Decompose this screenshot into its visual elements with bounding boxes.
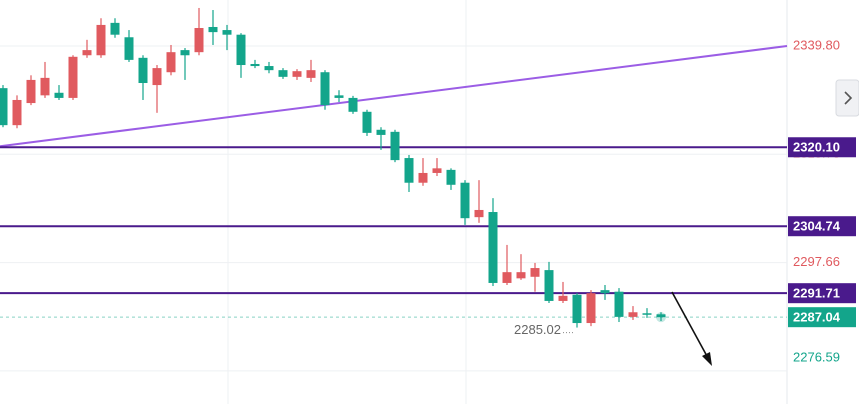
low-label: 2285.02 (514, 322, 561, 337)
trend-line (0, 45, 788, 148)
candle-body (628, 312, 638, 317)
candle-body (348, 97, 358, 112)
y-tick-label: 2297.66 (793, 254, 840, 269)
candle-body (502, 272, 512, 283)
arrow (671, 291, 712, 366)
candle-body (250, 63, 260, 67)
candle-body (642, 313, 652, 315)
candle-body (54, 92, 64, 98)
candle-body (40, 77, 50, 96)
y-tick-label: 2276.59 (793, 349, 840, 364)
candle-body (124, 37, 134, 60)
candle-body (166, 52, 176, 73)
candle-body (292, 71, 302, 77)
candle-body (390, 131, 400, 161)
collapse-button[interactable] (835, 79, 859, 117)
level-box (788, 137, 856, 158)
candle-body (488, 212, 498, 283)
candle-body (110, 22, 120, 35)
candle-body (432, 168, 442, 173)
candle-body (194, 28, 204, 53)
current-price-box (788, 307, 856, 328)
candle-body (530, 268, 540, 277)
candle-body (0, 88, 8, 126)
candle-body (334, 95, 344, 98)
candle-body (236, 34, 246, 66)
candle-body (474, 209, 484, 218)
candle-body (26, 79, 36, 104)
candle-body (614, 291, 624, 317)
level-label: 2291.71 (793, 286, 840, 301)
candle-body (516, 272, 526, 279)
candle-body (222, 30, 232, 35)
level-box (788, 216, 856, 237)
y-tick-label: 2339.80 (793, 37, 840, 52)
candle-body (12, 99, 22, 126)
candle-body (544, 270, 554, 301)
candle-body (320, 72, 330, 106)
candle-body (264, 66, 274, 71)
candle-body (96, 24, 106, 56)
candle-body (600, 290, 610, 294)
candle-body (208, 26, 218, 33)
candle-body (306, 70, 316, 78)
level-label: 2304.74 (793, 219, 841, 234)
candle-body (572, 294, 582, 324)
candle-body (418, 172, 428, 183)
candle-body (460, 182, 470, 219)
candle-body (82, 50, 92, 56)
candle-body (376, 129, 386, 135)
candle-body (558, 295, 568, 301)
current-price-label: 2287.04 (793, 310, 841, 325)
candle-body (656, 314, 666, 318)
last-price-dot (656, 312, 666, 323)
candle-body (138, 57, 148, 84)
level-box (788, 283, 856, 304)
candle-body (446, 169, 456, 185)
candle-body (68, 56, 78, 98)
candle-body (152, 68, 162, 86)
candle-body (404, 158, 414, 183)
level-label: 2320.10 (793, 140, 840, 155)
candle-body (180, 50, 190, 56)
candle-body (586, 293, 596, 324)
candle-body (362, 111, 372, 133)
candle-body (278, 70, 288, 77)
